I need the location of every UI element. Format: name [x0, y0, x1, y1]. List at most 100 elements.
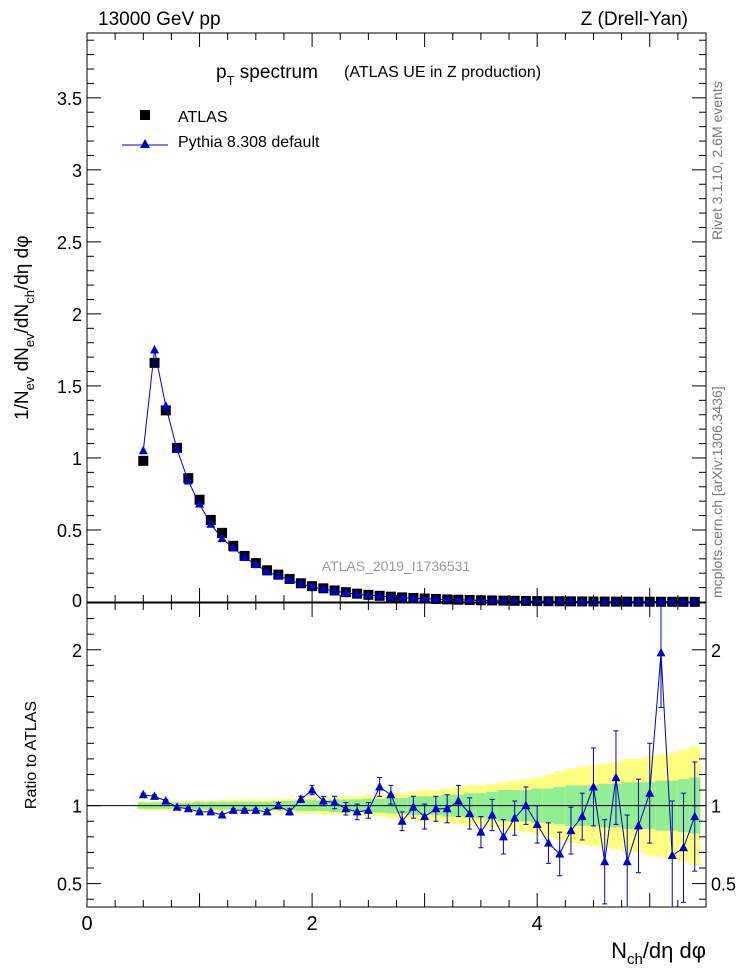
ratio-point — [240, 805, 250, 814]
pythia-point — [330, 586, 340, 595]
ratio-point — [262, 806, 272, 816]
pythia-point — [228, 542, 238, 552]
ratio-point — [352, 806, 362, 816]
ratio-point — [510, 813, 520, 822]
main-y-axis: 0.5 1 1.5 2 2.5 3 3.5 0 — [57, 39, 706, 611]
ratio-point — [330, 797, 340, 807]
ratio-point — [318, 795, 328, 805]
ratio-point — [341, 803, 351, 813]
pythia-point — [431, 594, 441, 603]
legend-pythia-label: Pythia 8.308 default — [178, 134, 320, 151]
pythia-point — [465, 595, 475, 604]
ratio-point — [150, 791, 160, 800]
ratio-point — [476, 827, 486, 836]
ratio-point — [656, 647, 666, 657]
ratio-point — [172, 802, 182, 811]
ratio-point — [577, 811, 587, 821]
y-tick-label: 2 — [72, 305, 82, 325]
ratio-y-axis: 0.5 0.5 1 1 2 2 — [57, 618, 736, 900]
pythia-point — [195, 499, 205, 508]
y-tick-label: 0.5 — [57, 521, 82, 541]
pythia-point — [521, 596, 531, 605]
pythia-point — [498, 595, 508, 605]
pythia-point — [307, 581, 317, 591]
main-panel: 0.5 1 1.5 2 2.5 3 3.5 0 ATLAS_2019_I1736531 pT … — [12, 32, 707, 611]
ratio-point — [195, 806, 205, 816]
legend: ATLAS Pythia 8.308 default — [122, 109, 320, 151]
pythia-point — [510, 595, 520, 605]
ratio-y-tick-label-right: 1 — [711, 797, 721, 817]
pythia-point — [442, 594, 452, 604]
uncertainty-bands — [87, 746, 706, 865]
legend-atlas-marker — [140, 110, 150, 120]
header-right: Z (Drell-Yan) — [581, 9, 688, 30]
ratio-point — [645, 788, 655, 797]
pythia-point — [183, 475, 193, 485]
ratio-y-tick-label-right: 2 — [711, 641, 721, 661]
ratio-y-label: Ratio to ATLAS — [23, 701, 40, 809]
pythia-point — [487, 595, 497, 605]
pythia-point — [375, 590, 385, 600]
ratio-data — [138, 602, 700, 908]
ratio-point — [375, 781, 385, 791]
pythia-point — [138, 445, 148, 455]
main-y-label: 1/Nev dNev/dNch/dη dφ — [12, 235, 37, 420]
ratio-point — [285, 806, 295, 816]
ratio-point — [363, 805, 373, 814]
pythia-point — [172, 444, 182, 453]
ratio-point — [431, 803, 441, 813]
ratio-point — [521, 800, 531, 810]
y-tick-label-zero: 0 — [72, 591, 82, 611]
mcplots-label: mcplots.cern.ch [arXiv:1306.3436] — [709, 386, 725, 598]
pythia-point — [363, 590, 373, 599]
ratio-point — [555, 848, 565, 858]
header-left: 13000 GeV pp — [98, 9, 221, 30]
ratio-point — [543, 838, 553, 847]
ratio-point — [667, 850, 677, 860]
ratio-point — [633, 820, 643, 830]
ratio-point — [183, 803, 193, 813]
atlas-point — [217, 527, 228, 538]
ratio-point — [296, 794, 306, 803]
ratio-y-tick-label: 0.5 — [57, 875, 82, 895]
pythia-point — [352, 589, 362, 598]
ratio-point — [138, 789, 148, 799]
ratio-point — [622, 856, 632, 866]
chart-title-paren: (ATLAS UE in Z production) — [344, 64, 541, 81]
pythia-point — [262, 566, 272, 576]
rivet-label: Rivet 3.1.10, 2.6M events — [709, 81, 725, 240]
ratio-y-tick-label-right: 0.5 — [711, 875, 736, 895]
atlas-point — [138, 455, 149, 466]
y-tick-label: 1 — [72, 449, 82, 469]
ratio-point — [386, 789, 396, 799]
pythia-point — [150, 344, 160, 354]
ratio-point — [307, 785, 317, 794]
ratio-point — [206, 806, 216, 816]
pythia-point — [240, 552, 250, 561]
ratio-point — [532, 819, 542, 828]
atlas-point — [149, 357, 160, 368]
pythia-point — [386, 591, 396, 601]
x-tick-label: 0 — [81, 913, 92, 935]
pythia-point — [217, 533, 227, 543]
ratio-point — [678, 842, 688, 852]
ratio-panel: 0.5 0.5 1 1 2 2 0 2 4 Ratio to ATLAS Nch/dη dφ — [23, 33, 736, 968]
ratio-point — [566, 825, 576, 835]
y-tick-label: 3 — [72, 161, 82, 181]
pythia-point — [397, 592, 407, 602]
ratio-point — [228, 805, 238, 814]
pythia-point — [341, 587, 351, 597]
x-axis: 0 2 4 — [81, 33, 707, 935]
x-axis-label: Nch/dη dφ — [611, 938, 706, 968]
ratio-point — [498, 831, 508, 841]
legend-pythia-marker — [140, 139, 150, 148]
ratio-point — [465, 808, 475, 817]
ratio-point — [217, 810, 227, 819]
x-tick-label: 4 — [532, 913, 543, 935]
y-tick-label: 2.5 — [57, 233, 82, 253]
ratio-point — [690, 811, 700, 821]
ratio-point — [161, 795, 171, 805]
pythia-point — [453, 594, 463, 604]
pythia-point — [408, 593, 418, 602]
